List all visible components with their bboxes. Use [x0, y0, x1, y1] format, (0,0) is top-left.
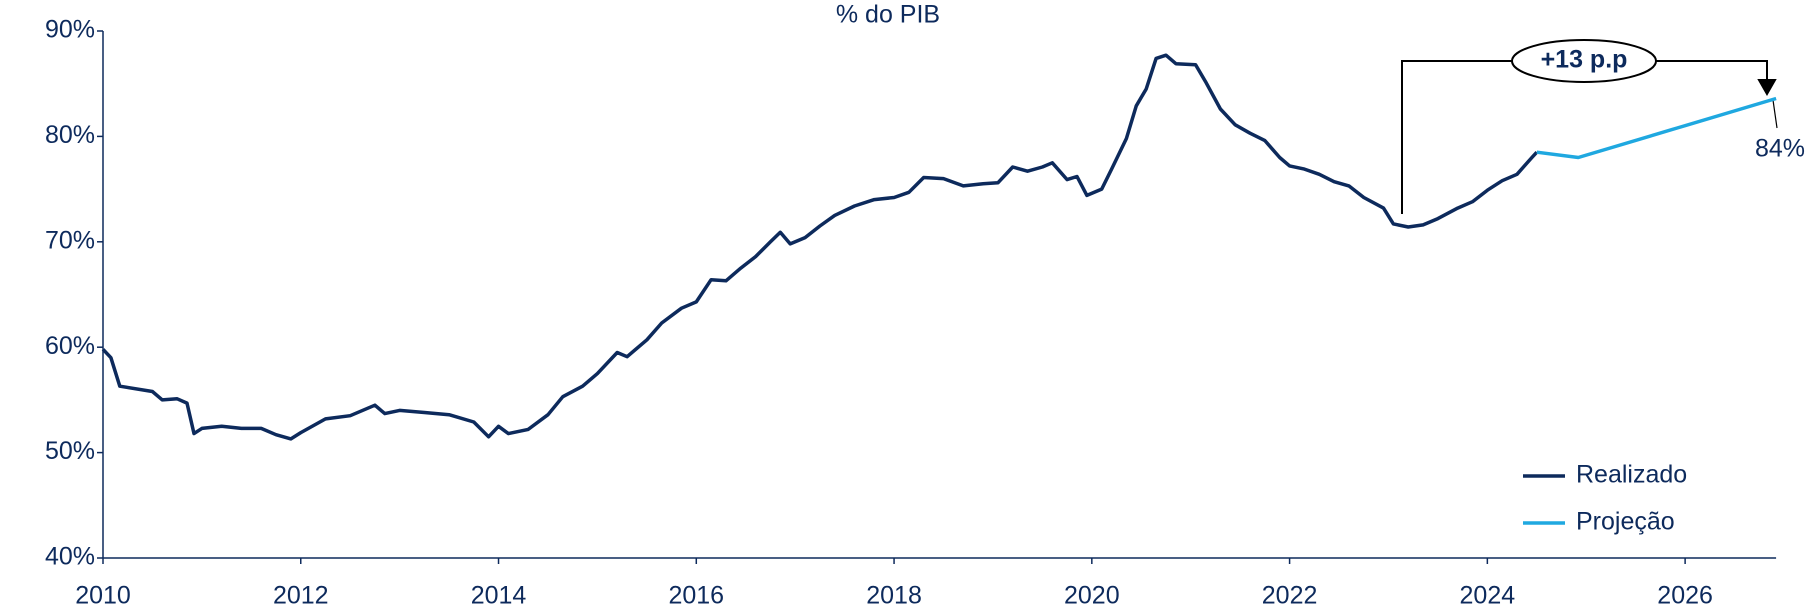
x-tick-label: 2024: [1460, 582, 1516, 610]
legend-label: Projeção: [1576, 508, 1675, 536]
y-tick-label: 40%: [45, 543, 95, 571]
bracket-right: [1656, 60, 1768, 82]
x-tick-label: 2022: [1262, 582, 1318, 610]
x-tick-label: 2014: [471, 582, 527, 610]
x-tick-label: 2020: [1064, 582, 1120, 610]
y-tick-label: 50%: [45, 437, 95, 465]
y-tick-label: 90%: [45, 16, 95, 44]
line-series: [101, 53, 1539, 441]
annotation-ellipse: [1511, 39, 1657, 83]
line-series: [1536, 96, 1777, 160]
chart-subtitle: % do PIB: [836, 1, 940, 29]
x-tick-label: 2018: [866, 582, 922, 610]
x-tick-label: 2010: [75, 582, 131, 610]
y-tick-label: 60%: [45, 332, 95, 360]
legend-label: Realizado: [1576, 461, 1687, 489]
end-value-label: 84%: [1755, 135, 1805, 163]
y-tick-label: 70%: [45, 226, 95, 254]
annotation-text: +13 p.p: [1541, 46, 1628, 74]
x-tick-label: 2026: [1657, 582, 1713, 610]
x-tick-label: 2016: [668, 582, 724, 610]
y-tick-label: 80%: [45, 121, 95, 149]
annotation-bracket: [1401, 39, 1778, 214]
arrow-head: [1757, 79, 1777, 97]
x-tick-label: 2012: [273, 582, 329, 610]
label-leader: [1772, 99, 1778, 129]
bracket-left: [1401, 60, 1512, 214]
